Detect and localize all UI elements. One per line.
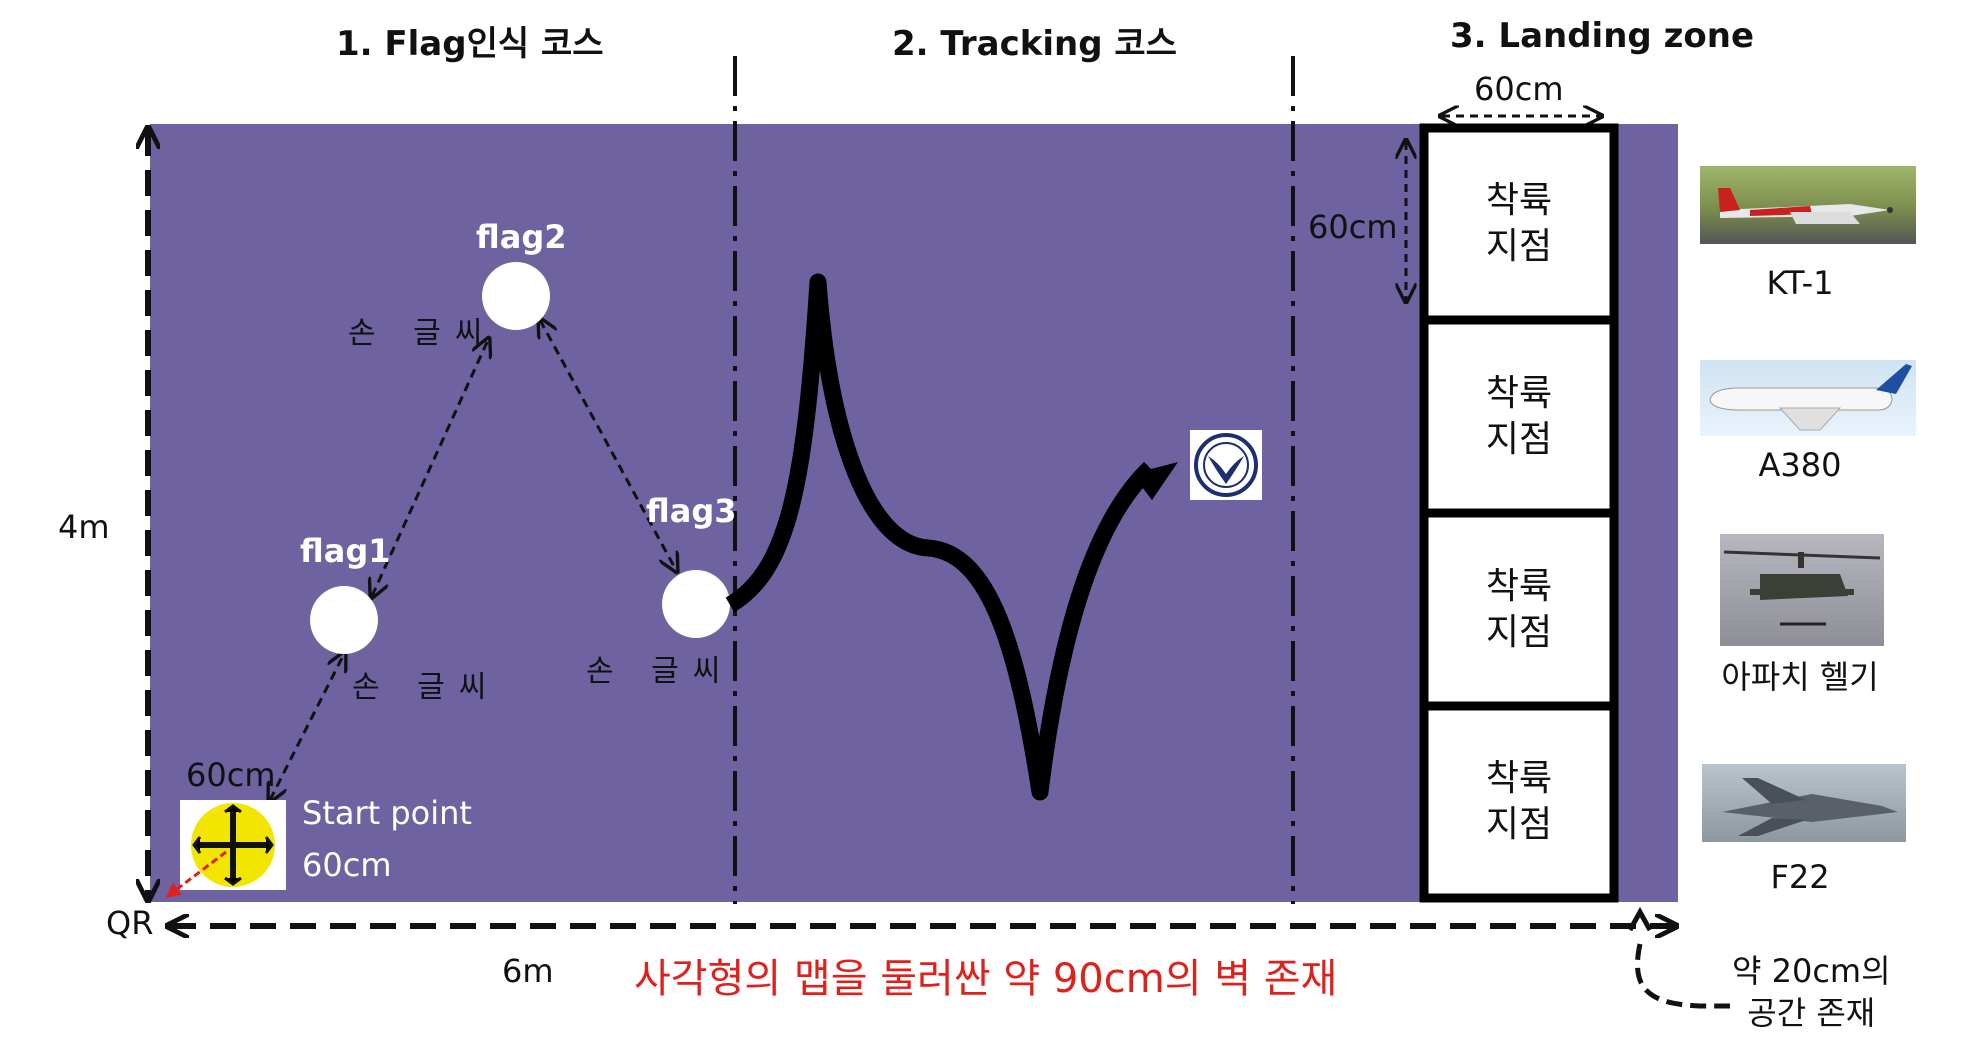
flag3-label: flag3 xyxy=(646,492,737,530)
trainer-plane-photo xyxy=(1700,166,1916,244)
flag2-handwriting-note: 손 글씨 xyxy=(348,316,497,351)
flag1-handwriting-note: 손 글씨 xyxy=(352,670,501,705)
tracking-path xyxy=(725,273,1156,801)
flag1-label: flag1 xyxy=(300,532,391,570)
qr-label: QR xyxy=(106,904,154,942)
start-point-label: Start point xyxy=(302,794,472,832)
landing-height-label: 60cm xyxy=(1308,208,1398,246)
flag2-marker xyxy=(482,262,550,330)
path-flag1-to-flag2 xyxy=(372,340,488,596)
landing-spot-4: 착륙 지점 xyxy=(1432,712,1606,892)
flag3-marker xyxy=(662,570,730,638)
a380-label: A380 xyxy=(1758,446,1842,484)
space-note: 약 20cm의 공간 존재 xyxy=(1732,952,1891,1032)
airliner-photo xyxy=(1700,360,1916,436)
landing-spot-3: 착륙 지점 xyxy=(1432,519,1606,701)
landing-spot-1: 착륙 지점 xyxy=(1432,134,1606,314)
flag1-marker xyxy=(310,586,378,654)
start-side-label: 60cm xyxy=(302,846,392,884)
landing-spot-2: 착륙 지점 xyxy=(1432,326,1606,508)
helicopter-photo xyxy=(1720,534,1884,646)
flag3-handwriting-note: 손 글씨 xyxy=(586,654,735,689)
course2-title: 2. Tracking 코스 xyxy=(892,24,1177,64)
apache-label: 아파치 헬기 xyxy=(1721,658,1879,696)
path-start-to-flag1 xyxy=(270,654,344,800)
landing-width-label: 60cm xyxy=(1474,70,1564,108)
tracking-path-arrowhead xyxy=(1132,462,1178,500)
flag2-label: flag2 xyxy=(476,218,567,256)
width-label: 6m xyxy=(502,952,554,990)
course1-title: 1. Flag인식 코스 xyxy=(336,24,604,64)
start-top-label: 60cm xyxy=(186,756,276,794)
kt1-label: KT-1 xyxy=(1766,264,1834,302)
wall-note: 사각형의 맵을 둘러싼 약 90cm의 벽 존재 xyxy=(634,956,1338,1002)
course3-title: 3. Landing zone xyxy=(1450,16,1755,56)
space-note-arrow xyxy=(1635,943,1730,1009)
start-qr-arrow xyxy=(165,850,227,898)
height-label: 4m xyxy=(58,508,110,546)
fighter-jet-photo xyxy=(1702,764,1906,842)
f22-label: F22 xyxy=(1770,858,1830,896)
path-flag2-to-flag3 xyxy=(540,320,676,570)
